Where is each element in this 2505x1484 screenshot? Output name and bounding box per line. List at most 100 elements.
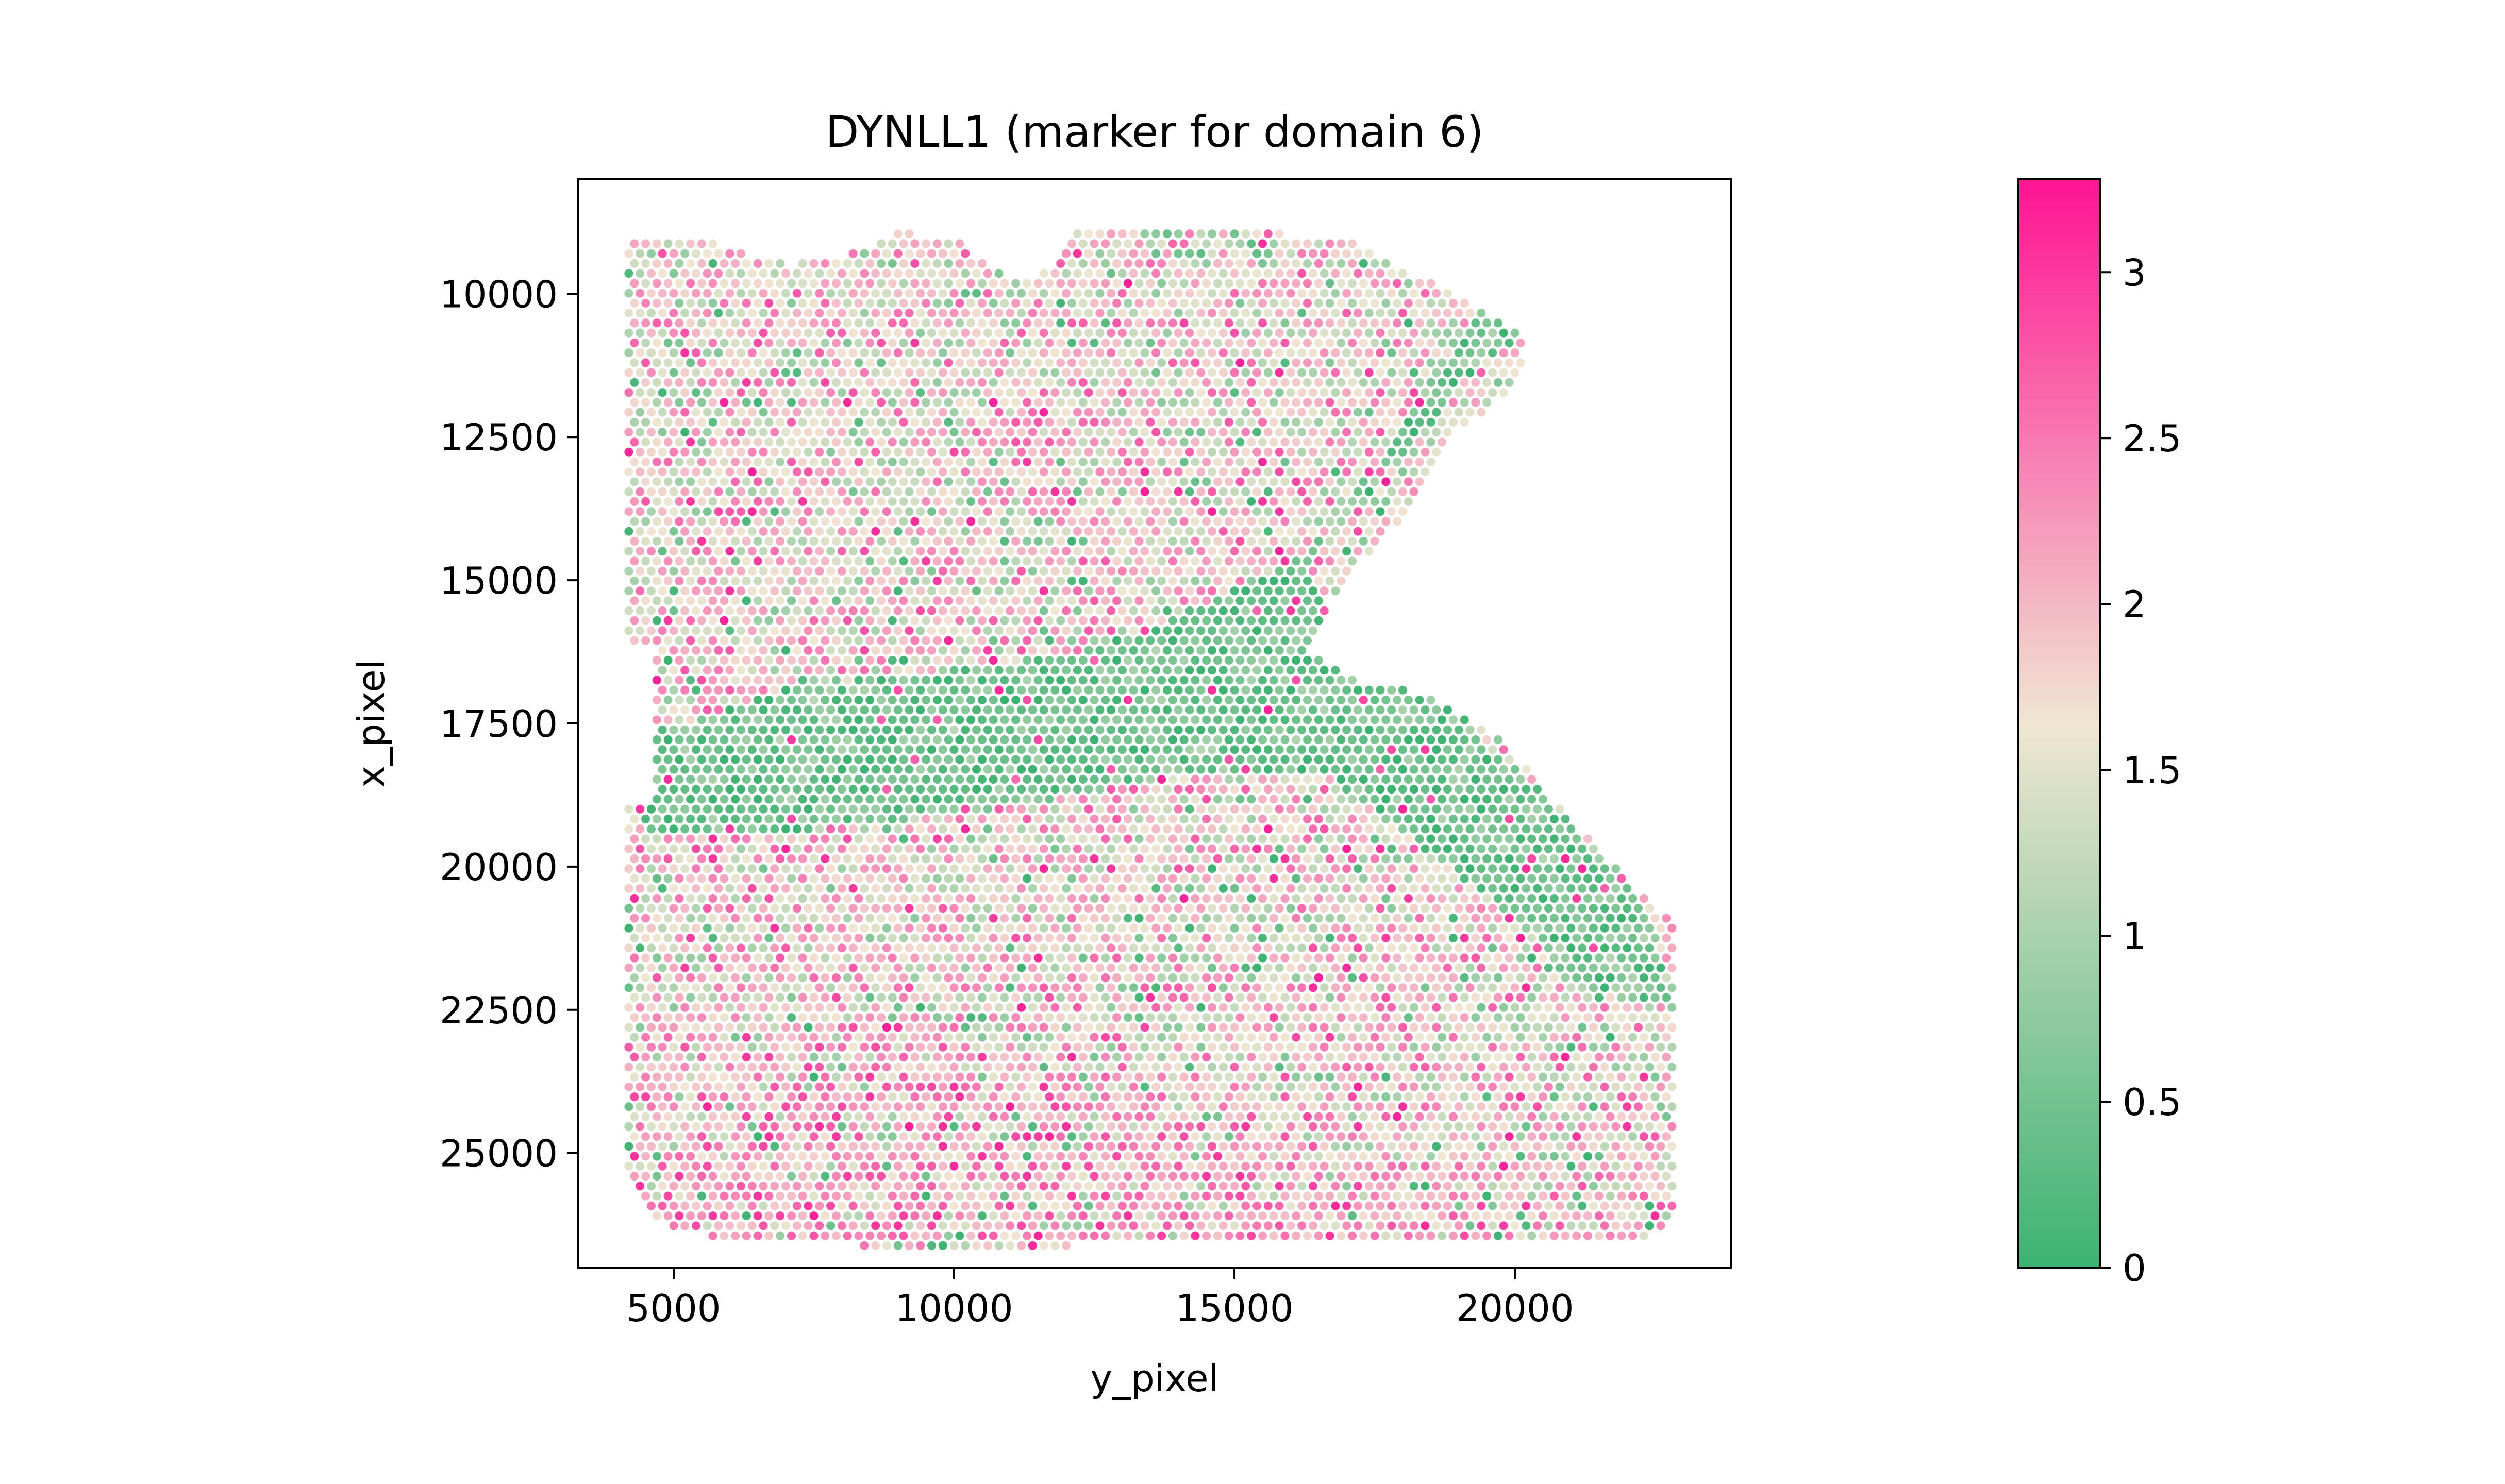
spot (1337, 378, 1346, 387)
spot (1460, 417, 1469, 427)
spot (630, 298, 639, 308)
spot (1348, 279, 1357, 288)
spot (1039, 685, 1048, 695)
spot (776, 536, 785, 546)
spot (977, 854, 987, 863)
spot (1168, 715, 1177, 724)
spot (1314, 536, 1323, 546)
spot (1533, 844, 1542, 853)
spot (1050, 824, 1060, 834)
spot (1050, 646, 1060, 655)
spot (753, 358, 762, 367)
spot (1062, 447, 1071, 457)
spot (1028, 447, 1037, 457)
spot (1168, 874, 1177, 883)
spot (916, 804, 925, 814)
spot (1235, 338, 1245, 347)
spot (854, 358, 863, 367)
spot (1320, 785, 1329, 794)
spot (871, 626, 880, 635)
spot (1241, 249, 1250, 258)
spot (652, 596, 661, 605)
spot (989, 398, 998, 407)
spot (1146, 854, 1155, 863)
spot (1252, 467, 1262, 477)
spot (792, 408, 801, 417)
spot (1011, 576, 1021, 585)
spot (1196, 408, 1206, 417)
spot (1179, 894, 1189, 903)
spot (1359, 834, 1368, 844)
spot (848, 368, 858, 377)
spot (1017, 348, 1026, 358)
spot (1163, 586, 1172, 596)
spot (1039, 527, 1048, 536)
spot (1011, 874, 1021, 883)
spot (1432, 388, 1441, 397)
spot (697, 576, 706, 585)
spot (944, 417, 953, 427)
spot (1157, 735, 1166, 744)
spot (1067, 358, 1076, 367)
spot (927, 685, 936, 695)
spot (1258, 536, 1267, 546)
spot (1157, 854, 1166, 863)
spot (1045, 536, 1054, 546)
spot (703, 904, 712, 913)
spot (916, 705, 925, 715)
spot (989, 517, 998, 526)
spot (949, 646, 959, 655)
spot (1067, 815, 1076, 823)
spot (854, 536, 863, 546)
spot (1353, 428, 1362, 437)
spot (1348, 338, 1357, 347)
spot (1247, 497, 1256, 506)
spot (1320, 269, 1329, 278)
spot (647, 566, 656, 576)
spot (703, 705, 712, 715)
spot (1381, 437, 1391, 447)
spot (624, 566, 633, 576)
spot (708, 775, 717, 784)
spot (1006, 666, 1015, 675)
spot (1280, 735, 1290, 744)
spot (843, 457, 852, 466)
spot (1263, 408, 1273, 417)
spot (1325, 417, 1334, 427)
spot (1398, 487, 1407, 496)
spot (1275, 289, 1284, 298)
spot (1011, 715, 1021, 724)
spot (1297, 388, 1307, 397)
spot (1050, 408, 1060, 417)
spot (759, 864, 768, 873)
spot (1073, 904, 1082, 913)
spot (1157, 338, 1166, 347)
spot (809, 775, 819, 784)
spot (1359, 378, 1368, 387)
spot (652, 477, 661, 486)
spot (905, 467, 914, 477)
spot (630, 636, 639, 645)
spot (636, 904, 645, 913)
spot (1078, 775, 1088, 784)
spot (938, 646, 947, 655)
spot (1308, 547, 1317, 556)
spot (742, 279, 751, 288)
spot (1006, 328, 1015, 338)
spot (1000, 378, 1009, 387)
spot (1269, 676, 1278, 685)
spot (1151, 844, 1161, 853)
spot (747, 804, 757, 814)
spot (882, 646, 891, 655)
spot (927, 745, 936, 754)
spot (708, 576, 717, 585)
spot (955, 696, 964, 704)
spot (972, 646, 981, 655)
spot (1454, 328, 1463, 338)
spot (1017, 408, 1026, 417)
spot (1006, 467, 1015, 477)
spot (1292, 755, 1301, 764)
spot (1123, 576, 1132, 585)
spot (708, 437, 717, 447)
spot (1218, 804, 1228, 814)
